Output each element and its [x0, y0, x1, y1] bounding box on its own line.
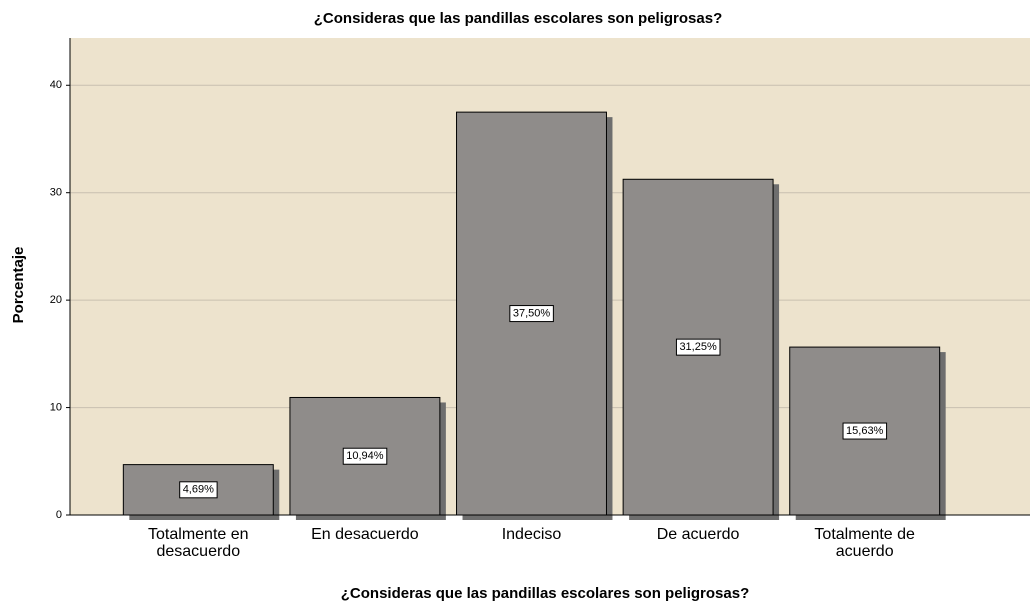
- x-tick-label: Totalmente de acuerdo: [814, 526, 915, 560]
- data-label-box: [509, 305, 554, 323]
- y-tick-label: 10: [50, 401, 62, 413]
- y-tick-label: 30: [50, 187, 62, 199]
- data-label-group: 15,63%: [842, 422, 888, 440]
- data-label: 4,69%: [183, 484, 214, 496]
- x-tick-label: Totalmente en desacuerdo: [148, 526, 249, 560]
- data-label-box: [675, 338, 721, 356]
- y-tick-label: 0: [56, 509, 62, 521]
- data-label: 31,25%: [679, 341, 717, 353]
- data-label: 10,94%: [346, 450, 384, 462]
- y-tick-label: 20: [50, 294, 62, 306]
- data-label-group: 31,25%: [675, 338, 721, 356]
- data-label-group: 37,50%: [509, 305, 554, 323]
- y-axis-label: Porcentaje: [10, 247, 27, 324]
- data-label: 37,50%: [513, 307, 551, 319]
- y-tick-label: 40: [50, 79, 62, 91]
- data-label: 15,63%: [846, 425, 884, 437]
- data-label-box: [342, 447, 388, 465]
- data-label-group: 10,94%: [342, 447, 388, 465]
- data-label-box: [842, 422, 888, 440]
- chart-title: ¿Consideras que las pandillas escolares …: [314, 10, 722, 27]
- data-label-group: 4,69%: [179, 481, 218, 499]
- x-tick-label: Indeciso: [501, 526, 562, 543]
- x-axis-label: ¿Consideras que las pandillas escolares …: [341, 585, 749, 602]
- x-tick-label: De acuerdo: [656, 526, 740, 543]
- data-label-box: [179, 481, 218, 499]
- x-tick-label: En desacuerdo: [311, 526, 419, 543]
